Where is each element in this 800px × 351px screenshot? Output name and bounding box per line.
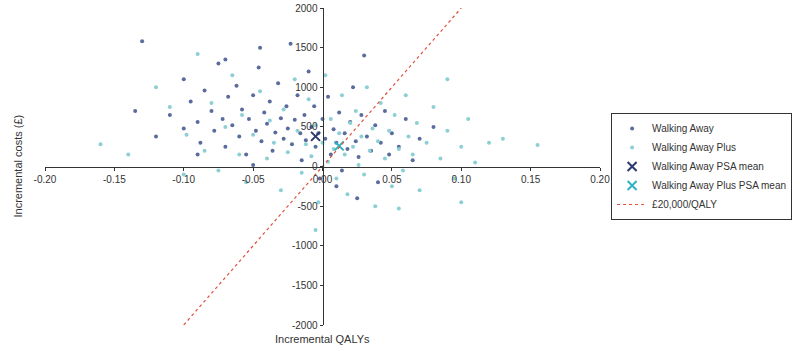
svg-text:0: 0 bbox=[312, 161, 318, 172]
svg-text:-500: -500 bbox=[297, 201, 317, 212]
svg-text:Incremental costs (£): Incremental costs (£) bbox=[12, 115, 24, 218]
svg-text:-1000: -1000 bbox=[292, 240, 318, 251]
svg-text:-2000: -2000 bbox=[292, 320, 318, 331]
svg-text:Incremental QALYs: Incremental QALYs bbox=[275, 333, 370, 345]
svg-text:1500: 1500 bbox=[295, 42, 318, 53]
svg-text:500: 500 bbox=[301, 121, 318, 132]
svg-text:Walking Away Plus: Walking Away Plus bbox=[652, 142, 736, 153]
svg-text:0.20: 0.20 bbox=[590, 174, 610, 185]
svg-text:0.15: 0.15 bbox=[521, 174, 541, 185]
svg-text:-1500: -1500 bbox=[292, 280, 318, 291]
svg-text:-0.05: -0.05 bbox=[242, 174, 265, 185]
svg-text:£20,000/QALY: £20,000/QALY bbox=[652, 199, 717, 210]
svg-text:2000: 2000 bbox=[295, 3, 318, 14]
svg-text:-0.15: -0.15 bbox=[103, 174, 126, 185]
svg-text:0.00: 0.00 bbox=[313, 174, 333, 185]
svg-text:0.10: 0.10 bbox=[452, 174, 472, 185]
svg-text:1000: 1000 bbox=[295, 82, 318, 93]
svg-text:-0.20: -0.20 bbox=[34, 174, 57, 185]
svg-text:0.05: 0.05 bbox=[382, 174, 402, 185]
svg-text:Walking Away: Walking Away bbox=[652, 123, 714, 134]
svg-text:-0.10: -0.10 bbox=[172, 174, 195, 185]
svg-text:Walking Away PSA mean: Walking Away PSA mean bbox=[652, 161, 764, 172]
svg-text:Walking Away Plus PSA mean: Walking Away Plus PSA mean bbox=[652, 180, 786, 191]
